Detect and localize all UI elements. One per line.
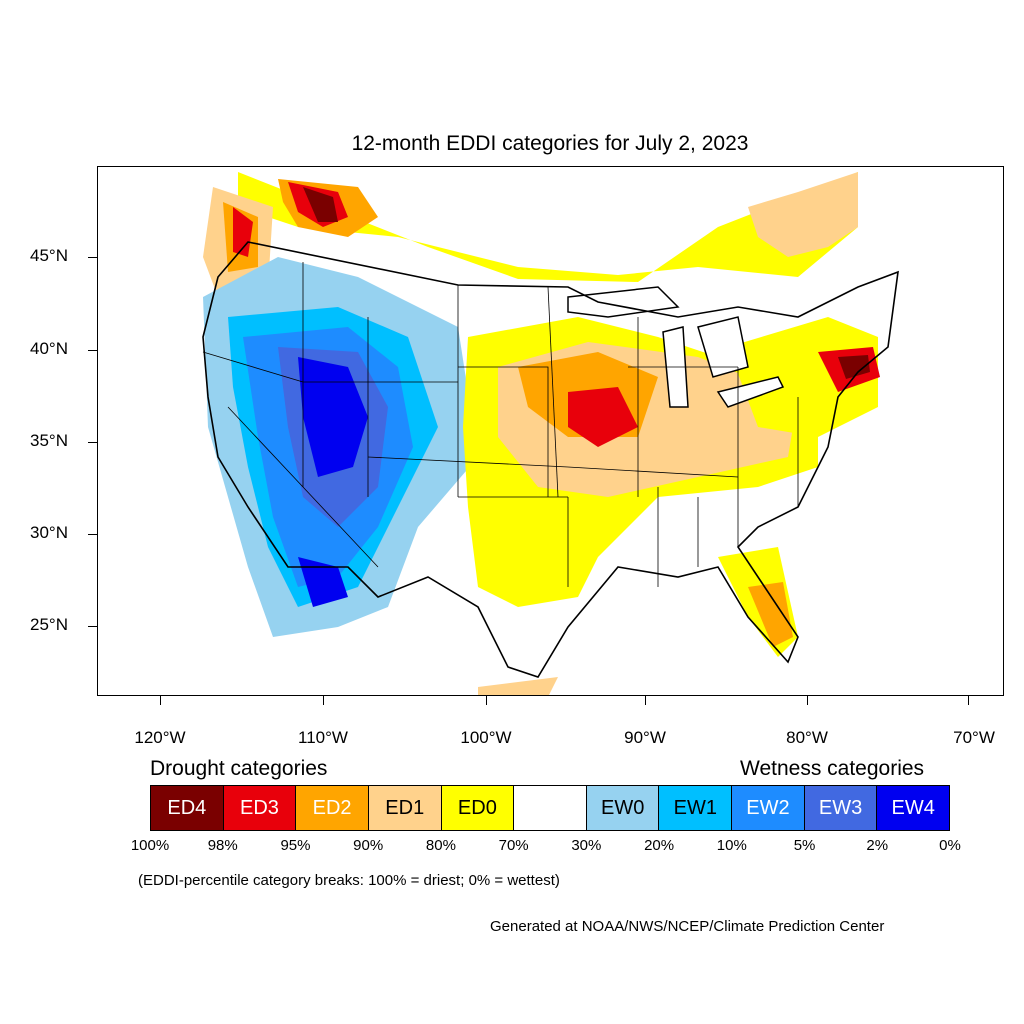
- lat-tick: [88, 257, 97, 258]
- lake-superior: [567, 286, 680, 318]
- lon-tick: [968, 696, 969, 705]
- legend-cell: [514, 786, 587, 830]
- legend-break-label: 80%: [425, 837, 456, 854]
- midwest-ed3-region: [568, 387, 638, 447]
- legend-break-label: 30%: [571, 837, 602, 854]
- lon-tick: [645, 696, 646, 705]
- lat-label-40: 40°N: [30, 339, 68, 358]
- legend-break-label: 0%: [939, 837, 961, 854]
- lat-label-30: 30°N: [30, 523, 68, 542]
- state-borders: [202, 262, 799, 587]
- credit-line: Generated at NOAA/NWS/NCEP/Climate Predi…: [490, 918, 885, 935]
- lake-huron: [697, 316, 749, 378]
- conus-map: [202, 172, 899, 695]
- legend-break-label: 20%: [644, 837, 675, 854]
- lon-label-110: 110°W: [298, 728, 348, 747]
- legend-break-label: 98%: [207, 837, 238, 854]
- florida-ed2-region: [748, 582, 793, 647]
- west-wet-ew4: [298, 357, 368, 477]
- lat-label-35: 35°N: [30, 431, 68, 450]
- wetness-categories-heading: Wetness categories: [740, 757, 925, 780]
- canada-yellow-region: [238, 172, 858, 282]
- legend-break-label: 100%: [130, 837, 170, 854]
- northeast-ed0-region: [728, 317, 878, 437]
- map-title: 12-month EDDI categories for July 2, 202…: [351, 132, 749, 155]
- lon-label-90: 90°W: [624, 728, 666, 747]
- pacnw-red-region: [233, 207, 253, 257]
- legend-break-label: 95%: [280, 837, 311, 854]
- legend-cell: EW3: [804, 786, 878, 830]
- lat-label-45: 45°N: [30, 246, 68, 265]
- lon-label-70: 70°W: [953, 728, 995, 747]
- legend-cell: EW2: [732, 786, 805, 830]
- lat-tick: [88, 442, 97, 443]
- legend-break-label: 70%: [498, 837, 529, 854]
- legend-colorbar: ED4 ED3 ED2 ED1 ED0 EW0 EW1 EW2 EW3 EW4: [150, 785, 950, 831]
- lon-tick: [160, 696, 161, 705]
- lon-label-100: 100°W: [460, 728, 512, 747]
- northeast-extreme-region: [838, 355, 870, 379]
- legend-cell: EW4: [877, 786, 950, 830]
- legend-cell: ED1: [368, 786, 442, 830]
- lat-label-25: 25°N: [30, 615, 68, 634]
- lon-tick: [323, 696, 324, 705]
- lon-label-80: 80°W: [786, 728, 828, 747]
- legend-cell: ED3: [223, 786, 297, 830]
- lon-tick: [807, 696, 808, 705]
- lat-tick: [88, 350, 97, 351]
- texas-ed1-region: [478, 677, 558, 695]
- lat-tick: [88, 626, 97, 627]
- lat-tick: [88, 534, 97, 535]
- canada-orange-region: [748, 172, 858, 257]
- lon-label-120: 120°W: [134, 728, 186, 747]
- lake-erie: [716, 376, 785, 408]
- legend-cell: EW0: [586, 786, 660, 830]
- legend-cell: ED4: [151, 786, 224, 830]
- drought-categories-heading: Drought categories: [150, 757, 328, 780]
- bc-extreme-region: [303, 187, 338, 222]
- legend-break-label: 90%: [353, 837, 384, 854]
- legend-cell: ED0: [441, 786, 515, 830]
- lon-tick: [486, 696, 487, 705]
- category-breaks-note: (EDDI-percentile category breaks: 100% =…: [138, 872, 560, 889]
- legend-break-label: 10%: [716, 837, 747, 854]
- legend-cell: ED2: [296, 786, 369, 830]
- legend-break-label: 2%: [866, 837, 889, 854]
- sw-wet-ew4: [298, 557, 348, 607]
- us-outline: [202, 241, 899, 678]
- legend-cell: EW1: [659, 786, 733, 830]
- legend-break-label: 5%: [793, 837, 816, 854]
- map-area: [97, 166, 1004, 696]
